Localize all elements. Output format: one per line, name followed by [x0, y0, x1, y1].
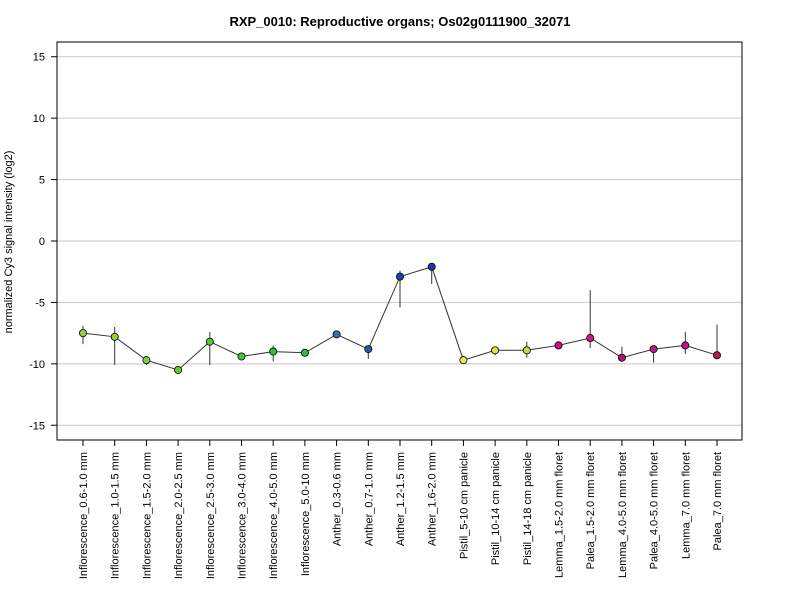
x-tick-label: Inflorescence_2.0-2.5 mm [173, 452, 185, 579]
y-tick-label: -10 [29, 359, 45, 371]
data-point [174, 365, 183, 374]
x-tick-label: Inflorescence_5.0-10 mm [300, 452, 312, 576]
data-point [300, 348, 309, 357]
x-tick-label: Inflorescence_4.0-5.0 mm [268, 452, 280, 579]
data-point [681, 341, 690, 350]
data-point [649, 345, 658, 354]
x-tick-label: Lemma_4.0-5.0 mm floret [617, 452, 629, 578]
x-tick-label: Pistil_10-14 cm panicle [490, 452, 502, 565]
x-tick-label: Inflorescence_0.6-1.0 mm [78, 452, 90, 579]
chart-title: RXP_0010: Reproductive organs; Os02g0111… [229, 14, 570, 29]
data-point [205, 337, 214, 346]
x-tick-label: Palea_1.5-2.0 mm floret [585, 452, 597, 569]
data-point [332, 330, 341, 339]
data-point [522, 346, 531, 355]
data-point [79, 329, 88, 338]
y-tick-label: 5 [39, 175, 45, 187]
x-tick-label: Inflorescence_1.5-2.0 mm [141, 452, 153, 579]
data-point [110, 332, 119, 341]
data-point [269, 347, 278, 356]
y-axis-label: normalized Cy3 signal intensity (log2) [3, 151, 15, 334]
data-point [554, 341, 563, 350]
data-point [142, 356, 151, 365]
y-tick-label: -5 [35, 297, 45, 309]
x-tick-label: Inflorescence_3.0-4.0 mm [237, 452, 249, 579]
data-point [237, 352, 246, 361]
y-tick-label: 10 [33, 113, 45, 125]
y-tick-label: 15 [33, 52, 45, 64]
x-tick-label: Inflorescence_2.5-3.0 mm [205, 452, 217, 579]
x-tick-label: Palea_7.0 mm floret [712, 452, 724, 550]
data-point [491, 346, 500, 355]
y-tick-label: -15 [29, 420, 45, 432]
x-tick-label: Lemma_7.0 mm floret [680, 452, 692, 559]
x-tick-label: Anther_0.7-1.0 mm [363, 452, 375, 546]
x-tick-label: Pistil_14-18 cm panicle [522, 452, 534, 565]
data-point [617, 353, 626, 362]
y-tick-label: 0 [39, 236, 45, 248]
x-tick-label: Lemma_1.5-2.0 mm floret [554, 452, 566, 578]
plot-frame [56, 41, 743, 441]
data-point [364, 345, 373, 354]
x-tick-label: Pistil_5-10 cm panicle [458, 452, 470, 559]
data-point [427, 262, 436, 271]
x-tick-label: Anther_0.3-0.6 mm [332, 452, 344, 546]
data-series [79, 262, 722, 374]
x-tick-label: Palea_4.0-5.0 mm floret [649, 452, 661, 569]
x-axis: Inflorescence_0.6-1.0 mm Inflorescence_1.… [78, 440, 724, 579]
data-point [713, 351, 722, 360]
data-point [395, 272, 404, 281]
x-tick-label: Anther_1.6-2.0 mm [427, 452, 439, 546]
x-tick-label: Inflorescence_1.0-1.5 mm [110, 452, 122, 579]
y-axis: -15 -10 -5 0 5 10 15 [29, 52, 57, 432]
grid-lines [57, 56, 742, 426]
data-point [459, 356, 468, 365]
data-point [586, 334, 595, 343]
x-tick-label: Anther_1.2-1.5 mm [395, 452, 407, 546]
